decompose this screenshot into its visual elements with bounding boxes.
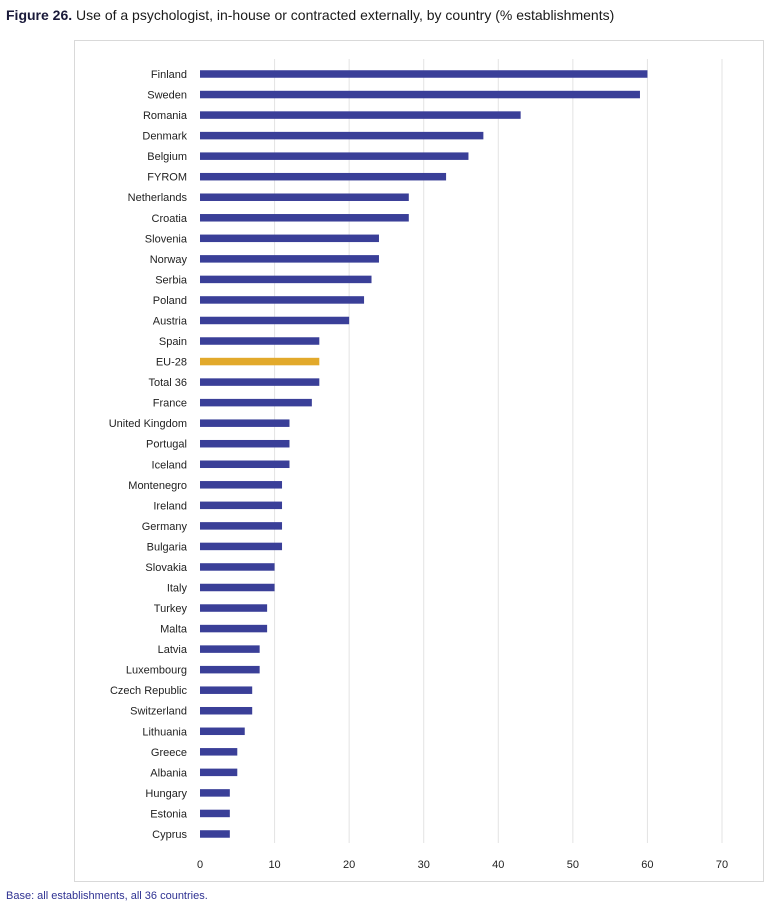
bar-eu-28	[200, 357, 320, 366]
x-tick-label: 30	[418, 859, 430, 871]
bar-chart: Finland Sweden Romania Denmark Belgium FYROM N…	[109, 59, 728, 871]
category-label: Ireland	[153, 500, 187, 512]
category-label: Belgium	[147, 151, 187, 163]
category-label: Switzerland	[130, 706, 187, 718]
category-label: Latvia	[158, 644, 188, 656]
category-label: Spain	[159, 336, 187, 348]
category-label: Greece	[151, 747, 187, 759]
bar-italy	[200, 583, 275, 592]
category-label: Slovakia	[145, 562, 187, 574]
bar-finland	[200, 70, 648, 78]
bar-fyrom	[200, 172, 447, 181]
category-label: Iceland	[152, 459, 187, 471]
x-tick-label: 20	[343, 859, 355, 871]
category-label: Hungary	[145, 788, 187, 800]
category-label: Slovenia	[145, 233, 188, 245]
x-tick-label: 40	[492, 859, 504, 871]
category-label: Denmark	[142, 131, 187, 143]
category-label: Germany	[142, 521, 188, 533]
category-label: Lithuania	[142, 726, 188, 738]
bar-spain	[200, 337, 320, 345]
bar-albania	[200, 768, 238, 777]
bar-sweden	[200, 90, 640, 99]
bar-slovenia	[200, 234, 379, 243]
category-label: Luxembourg	[126, 665, 187, 677]
figure-number: Figure 26.	[6, 7, 73, 23]
category-label: Austria	[153, 315, 188, 327]
category-label: Italy	[167, 583, 188, 595]
bar-estonia	[200, 809, 230, 818]
category-label: France	[153, 398, 187, 410]
bar-hungary	[200, 789, 230, 797]
category-label: Estonia	[150, 808, 188, 820]
category-label: Albania	[150, 767, 188, 779]
category-label: Finland	[151, 69, 187, 81]
category-label: Bulgaria	[147, 541, 188, 553]
x-tick-label: 0	[197, 859, 203, 871]
bar-switzerland	[200, 706, 253, 715]
category-label: Czech Republic	[110, 685, 188, 697]
category-label: Serbia	[155, 274, 188, 286]
category-label: United Kingdom	[109, 418, 187, 430]
bar-slovakia	[200, 563, 275, 571]
bar-denmark	[200, 131, 484, 140]
category-label: Norway	[150, 254, 188, 266]
bar-poland	[200, 296, 365, 304]
bar-bulgaria	[200, 542, 283, 551]
bar-netherlands	[200, 193, 409, 201]
category-label: FYROM	[147, 172, 187, 184]
category-label: Montenegro	[128, 480, 187, 492]
bar-portugal	[200, 439, 290, 448]
category-label: EU-28	[156, 357, 187, 369]
bar-lithuania	[200, 727, 245, 736]
bar-greece	[200, 748, 238, 756]
bar-croatia	[200, 214, 409, 222]
bar-united-kingdom	[200, 419, 290, 427]
bar-turkey	[200, 604, 268, 612]
figure-title: Figure 26. Use of a psychologist, in-hou…	[6, 7, 614, 23]
x-tick-label: 50	[567, 859, 579, 871]
bar-czech-republic	[200, 686, 253, 694]
category-label: Croatia	[152, 213, 188, 225]
bar-france	[200, 398, 312, 407]
chart-frame: Finland Sweden Romania Denmark Belgium FYROM N…	[74, 40, 764, 882]
figure-caption: Use of a psychologist, in-house or contr…	[72, 7, 615, 23]
category-label: Romania	[143, 110, 188, 122]
x-tick-label: 70	[716, 859, 728, 871]
bar-latvia	[200, 645, 260, 653]
bar-austria	[200, 316, 350, 325]
category-label: Portugal	[146, 439, 187, 451]
x-tick-label: 60	[641, 859, 653, 871]
bar-malta	[200, 624, 268, 633]
bar-iceland	[200, 460, 290, 469]
x-tick-label: 10	[268, 859, 280, 871]
category-label: Turkey	[154, 603, 188, 615]
category-label: Cyprus	[152, 829, 187, 841]
bar-norway	[200, 255, 379, 263]
category-label: Sweden	[147, 90, 187, 102]
category-label: Total 36	[148, 377, 187, 389]
bar-serbia	[200, 275, 372, 284]
bar-luxembourg	[200, 665, 260, 674]
category-label: Poland	[153, 295, 187, 307]
bar-cyprus	[200, 830, 230, 838]
bar-montenegro	[200, 481, 283, 489]
bar-romania	[200, 111, 521, 119]
bar-belgium	[200, 152, 469, 160]
base-note: Base: all establishments, all 36 countri…	[6, 890, 208, 902]
bar-germany	[200, 522, 283, 530]
bar-ireland	[200, 501, 283, 510]
category-label: Netherlands	[128, 192, 188, 204]
bar-total-36	[200, 378, 320, 386]
category-label: Malta	[160, 624, 188, 636]
